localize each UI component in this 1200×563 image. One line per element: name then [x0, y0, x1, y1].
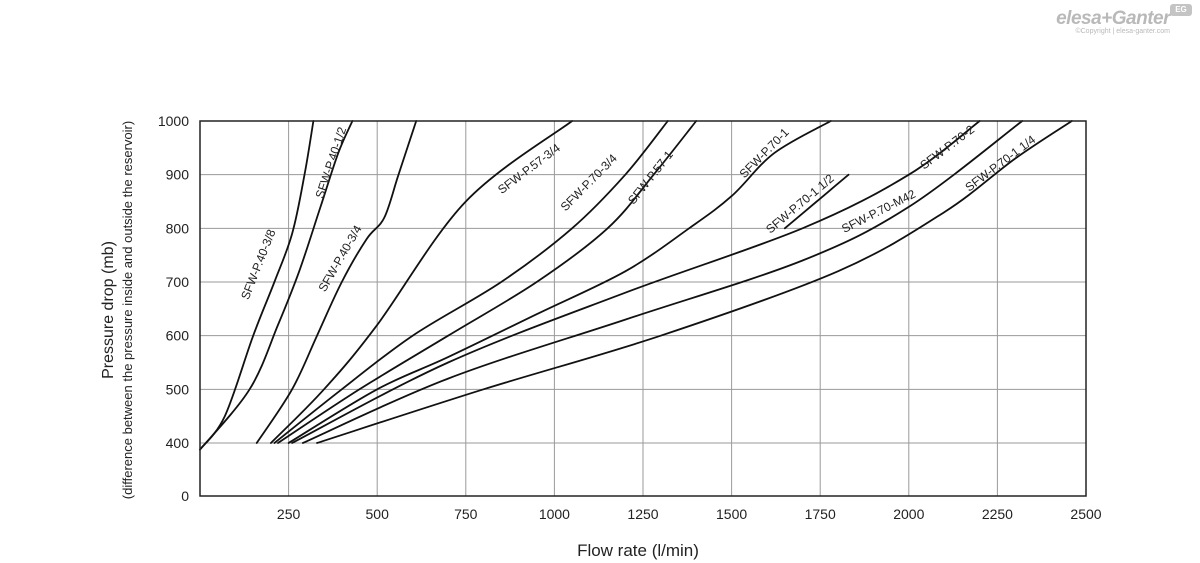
- y-tick-label: 400: [166, 435, 190, 451]
- brand-badge: EG: [1170, 4, 1192, 16]
- x-axis-title: Flow rate (l/min): [577, 541, 699, 560]
- series-label: SFW-P.40-1/2: [313, 125, 350, 200]
- grid: [200, 121, 1086, 496]
- x-tick-labels: 250 500 750 1000 1250 1500 1750 2000 2250 2500: [277, 506, 1102, 522]
- series-label: SFW-P.57-3/4: [495, 141, 563, 197]
- brand-copyright: ©Copyright | elesa-ganter.com: [1075, 28, 1170, 35]
- x-tick-label: 1750: [805, 506, 836, 522]
- series-label: SFW-P.70-2: [917, 122, 977, 172]
- series-line-sfw-p-70-1: [287, 120, 832, 444]
- x-tick-label: 2500: [1070, 506, 1101, 522]
- series-line-sfw-p-40-1-2: [199, 120, 354, 451]
- brand-name: elesa+Ganter: [1056, 8, 1170, 29]
- y-tick-label: 600: [166, 328, 190, 344]
- series-label: SFW-P.70-3/4: [558, 151, 620, 214]
- series-line-sfw-p-70-1-1-4: [316, 120, 1073, 444]
- y-axis-subtitle: (difference between the pressure inside …: [120, 121, 135, 499]
- series-line-sfw-p-70-1-1-2: [783, 173, 850, 230]
- x-tick-label: 1250: [627, 506, 658, 522]
- series-labels: SFW-P.40-3/8SFW-P.40-1/2SFW-P.40-3/4SFW-…: [238, 122, 1038, 301]
- series-line-sfw-p-70-2: [301, 120, 1024, 444]
- series-line-sfw-p-40-3-8: [199, 120, 315, 451]
- x-tick-label: 1500: [716, 506, 747, 522]
- series-lines: [199, 120, 1073, 451]
- series-label: SFW-P.70-1: [737, 125, 792, 181]
- y-tick-label: 700: [166, 274, 190, 290]
- series-label: SFW-P.70-1 1/2: [763, 171, 837, 236]
- x-tick-label: 2000: [893, 506, 924, 522]
- series-line-sfw-p-57-3-4: [270, 120, 573, 444]
- series-line-sfw-p-40-3-4: [255, 120, 418, 444]
- y-tick-label: 0: [181, 488, 189, 504]
- series-line-sfw-p-70-3-4: [273, 120, 669, 444]
- x-tick-label: 500: [366, 506, 390, 522]
- series-label: SFW-P.70-1 1/4: [962, 132, 1038, 194]
- x-tick-label: 1000: [539, 506, 570, 522]
- series-line-sfw-p-70-m42: [291, 120, 981, 444]
- x-tick-label: 750: [454, 506, 478, 522]
- series-line-sfw-p-57-1: [277, 120, 698, 444]
- plot-frame: [199, 120, 1087, 497]
- y-axis-title: Pressure drop (mb): [100, 241, 117, 379]
- y-tick-labels: 0 400 500 600 700 800 900 1000: [158, 113, 189, 504]
- series-label: SFW-P.57-1: [625, 148, 676, 207]
- x-tick-label: 2250: [982, 506, 1013, 522]
- y-tick-label: 1000: [158, 113, 189, 129]
- series-label: SFW-P.40-3/8: [238, 227, 278, 301]
- x-tick-label: 250: [277, 506, 301, 522]
- y-tick-label: 800: [166, 220, 190, 236]
- y-tick-label: 500: [166, 381, 190, 397]
- y-tick-label: 900: [166, 167, 190, 183]
- brand-logo: elesa+Ganter ©Copyright | elesa-ganter.c…: [1056, 4, 1192, 35]
